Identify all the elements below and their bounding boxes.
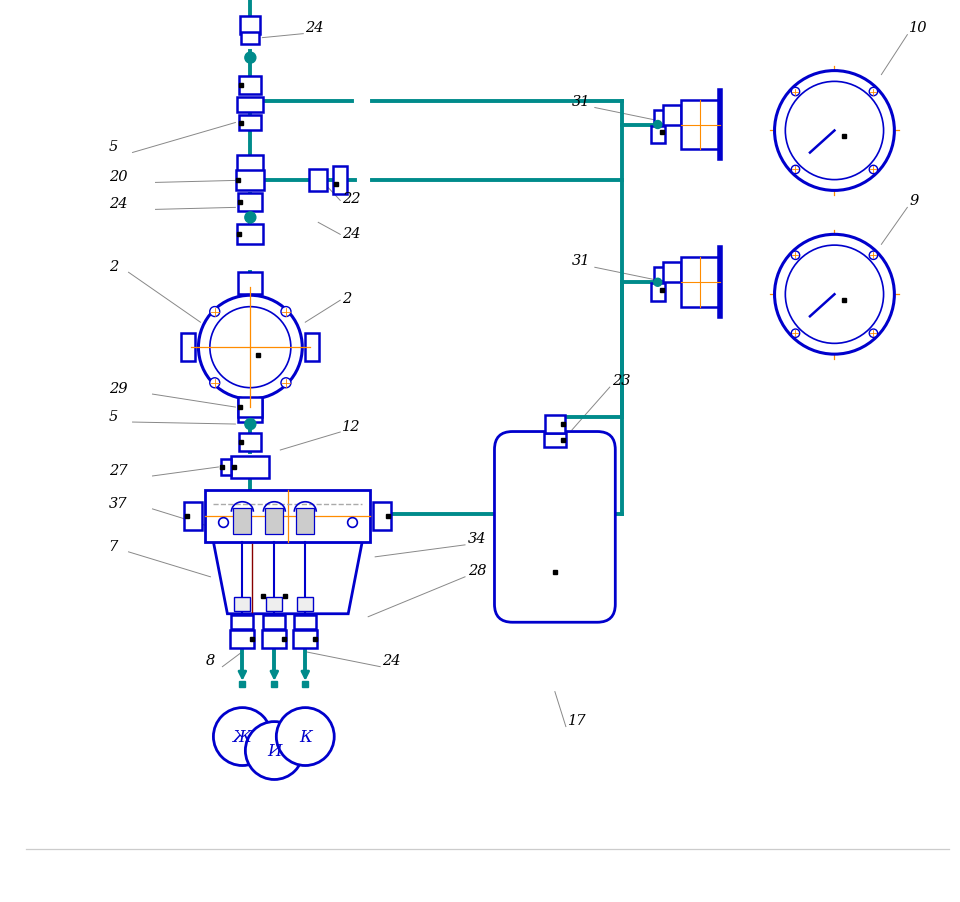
Text: 29: 29	[108, 382, 127, 396]
Text: 8: 8	[205, 653, 215, 667]
Bar	[205, 491, 371, 542]
Bar	[295, 615, 316, 629]
Circle shape	[199, 296, 302, 400]
Bar	[231, 615, 253, 629]
Bar	[333, 167, 348, 195]
Circle shape	[869, 88, 877, 97]
Bar	[262, 630, 286, 648]
Circle shape	[869, 166, 877, 174]
Circle shape	[245, 213, 256, 224]
Text: 2: 2	[108, 260, 118, 274]
Bar	[181, 334, 196, 362]
Bar	[298, 597, 313, 611]
Text: 34: 34	[468, 531, 487, 545]
Circle shape	[869, 252, 877, 260]
Circle shape	[245, 53, 256, 64]
Circle shape	[209, 378, 220, 389]
Text: 5: 5	[108, 410, 118, 424]
Text: 24: 24	[108, 198, 127, 211]
Bar	[651, 284, 664, 302]
Bar	[265, 509, 283, 534]
Bar	[240, 16, 260, 34]
Text: 24: 24	[342, 227, 361, 241]
Bar	[222, 459, 231, 475]
Bar	[545, 415, 564, 433]
Circle shape	[281, 378, 291, 389]
Bar	[297, 509, 314, 534]
Bar	[651, 126, 664, 144]
Bar	[239, 434, 261, 452]
Bar	[654, 268, 672, 282]
Bar	[238, 194, 262, 212]
Text: 5: 5	[108, 141, 118, 154]
Bar	[234, 597, 251, 611]
Text: 7: 7	[108, 539, 118, 553]
Text: 37: 37	[108, 496, 127, 511]
Circle shape	[654, 279, 661, 287]
Text: 2: 2	[342, 292, 351, 306]
Circle shape	[245, 419, 256, 430]
Bar	[237, 98, 263, 113]
Bar	[233, 509, 252, 534]
Bar	[239, 77, 261, 95]
Bar	[309, 170, 327, 192]
Circle shape	[791, 88, 800, 97]
Circle shape	[276, 708, 334, 766]
Circle shape	[281, 308, 291, 318]
Text: 27: 27	[108, 464, 127, 477]
Text: 24: 24	[305, 21, 324, 34]
Polygon shape	[213, 542, 362, 614]
Bar	[662, 106, 681, 125]
Circle shape	[791, 329, 800, 338]
Bar	[239, 115, 261, 132]
Text: Ж: Ж	[233, 728, 252, 745]
Text: 31: 31	[572, 254, 590, 268]
Text: 31: 31	[572, 95, 590, 108]
Bar	[681, 258, 719, 308]
Circle shape	[213, 708, 272, 766]
Bar	[373, 502, 391, 530]
Circle shape	[791, 252, 800, 260]
Text: 20: 20	[108, 170, 127, 184]
Circle shape	[791, 166, 800, 174]
Bar	[266, 597, 282, 611]
Bar	[241, 32, 259, 44]
Bar	[231, 456, 270, 478]
Text: 17: 17	[568, 713, 587, 727]
Text: К: К	[299, 728, 312, 745]
Text: 24: 24	[382, 653, 400, 667]
Text: 10: 10	[909, 21, 927, 34]
Circle shape	[654, 122, 661, 129]
Bar	[238, 398, 262, 418]
Circle shape	[209, 308, 220, 318]
Bar	[544, 433, 565, 447]
Bar	[238, 273, 262, 295]
Bar	[263, 615, 285, 629]
Text: 12: 12	[342, 419, 361, 434]
Bar	[654, 110, 672, 124]
Text: 22: 22	[342, 192, 361, 207]
Circle shape	[246, 722, 303, 779]
Bar	[237, 226, 263, 245]
Text: И: И	[267, 742, 281, 759]
Bar	[305, 334, 320, 362]
Text: 28: 28	[468, 563, 487, 577]
Bar	[237, 156, 263, 174]
Bar	[184, 502, 203, 530]
Circle shape	[775, 235, 895, 354]
Bar	[238, 400, 262, 422]
Bar	[236, 171, 264, 191]
Bar	[681, 100, 719, 151]
Circle shape	[869, 329, 877, 338]
Bar	[294, 630, 317, 648]
Bar	[230, 630, 254, 648]
Text: 9: 9	[909, 194, 919, 208]
Circle shape	[775, 71, 895, 191]
Text: 23: 23	[612, 373, 631, 388]
Bar	[662, 263, 681, 283]
FancyBboxPatch shape	[494, 432, 615, 622]
